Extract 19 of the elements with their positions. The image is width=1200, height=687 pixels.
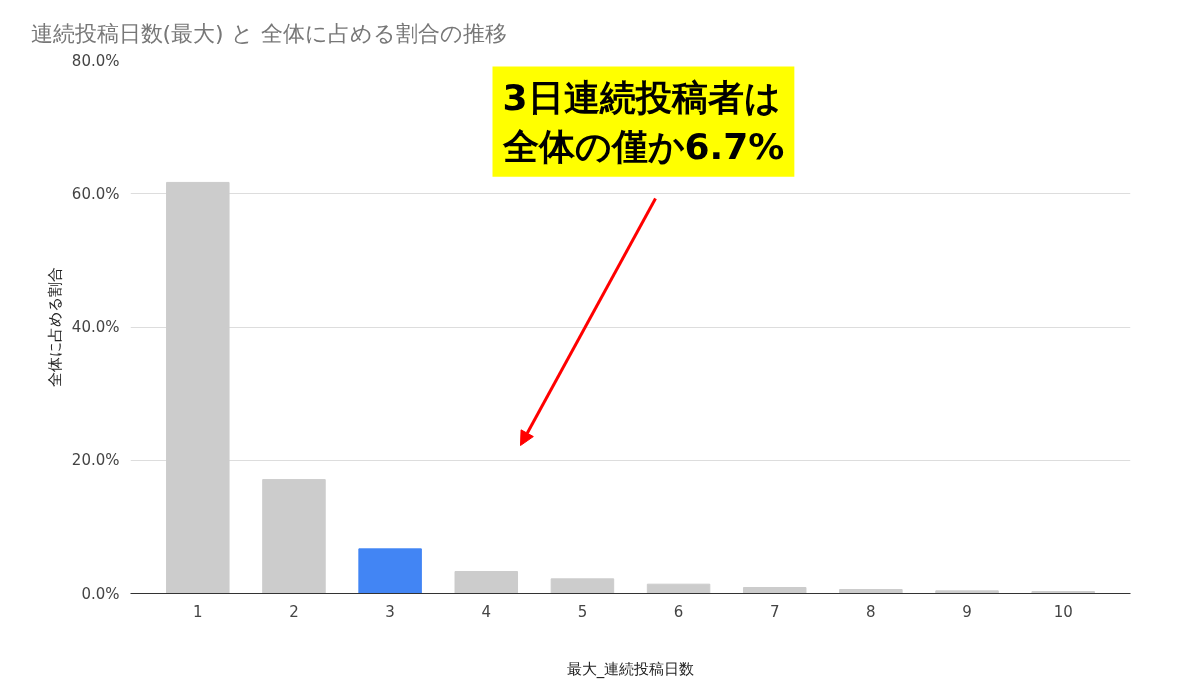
y-tick-label: 20.0% (71, 451, 120, 470)
chart-title: 連続投稿日数(最大) と 全体に占める割合の推移 (30, 20, 507, 46)
x-tick-label: 2 (289, 602, 299, 621)
x-tick-label: 10 (1053, 602, 1073, 621)
y-tick-label: 80.0% (71, 51, 120, 70)
x-tick-label: 9 (962, 602, 972, 621)
x-tick-label: 3 (385, 602, 395, 621)
x-tick-label: 5 (577, 602, 588, 621)
x-axis-title: 最大_連続投稿日数 (566, 659, 695, 679)
y-axis-title: 全体に占める割合 (45, 267, 64, 387)
y-tick-label: 60.0% (71, 184, 120, 203)
x-tick-label: 1 (193, 602, 203, 621)
x-tick-label: 8 (866, 602, 876, 621)
y-tick-label: 40.0% (71, 318, 120, 336)
x-tick-label: 6 (673, 602, 684, 621)
y-tick-label: 0.0% (81, 584, 120, 603)
x-tick-label: 7 (769, 602, 780, 621)
x-tick-label: 4 (481, 602, 492, 621)
annotation: 3日連続投稿者は全体の僅か6.7% (501, 76, 785, 167)
